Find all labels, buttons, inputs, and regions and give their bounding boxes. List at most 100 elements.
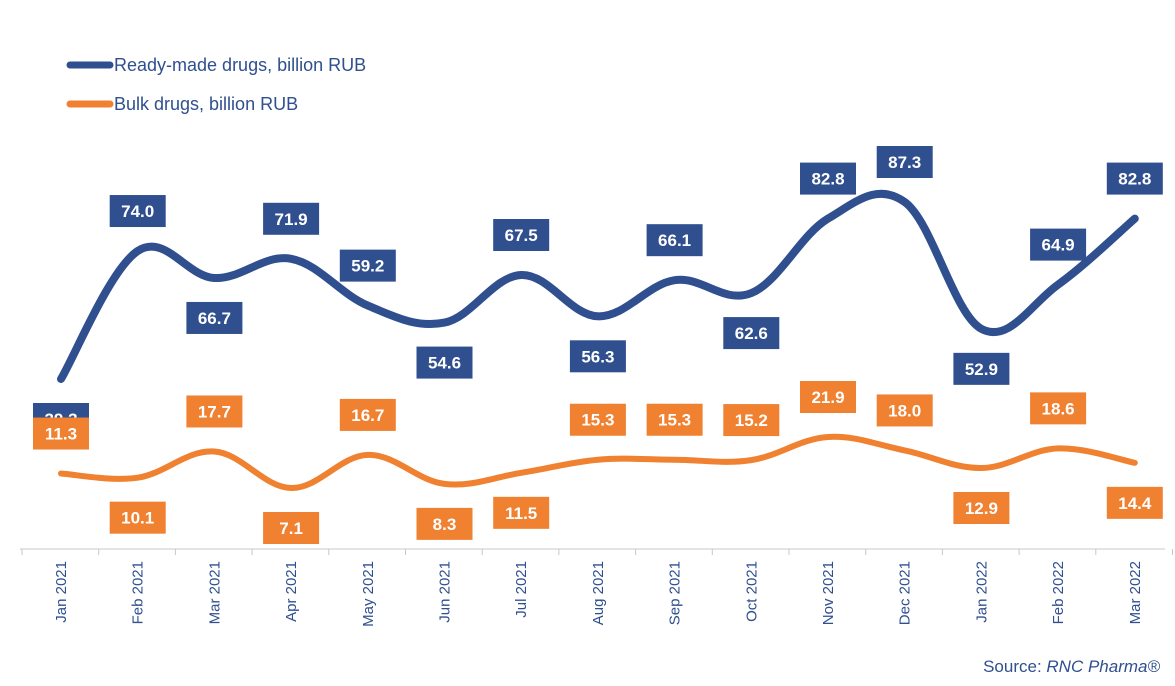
data-point xyxy=(444,483,445,485)
data-label-text: 11.3 xyxy=(45,425,77,444)
data-label-text: 82.8 xyxy=(1118,170,1151,189)
x-tick-label: Feb 2021 xyxy=(130,561,147,624)
data-point xyxy=(137,250,139,252)
data-label-box xyxy=(186,395,243,428)
data-label-text: 66.1 xyxy=(658,231,691,250)
data-label-box xyxy=(263,202,320,235)
data-point xyxy=(290,487,292,489)
x-tick-label: Nov 2021 xyxy=(820,561,837,625)
data-label-text: 17.7 xyxy=(198,402,231,421)
data-point xyxy=(520,274,522,276)
data-label-text: 21.9 xyxy=(811,388,844,407)
data-label: 10.1 xyxy=(109,501,166,534)
data-label-text: 11.5 xyxy=(505,504,537,523)
data-label-text: 18.6 xyxy=(1042,399,1075,418)
data-label-text: 10.1 xyxy=(121,509,154,528)
series-line-bulk xyxy=(58,433,1138,492)
data-label-text: 62.6 xyxy=(735,324,768,343)
data-point xyxy=(213,277,215,279)
data-label: 15.2 xyxy=(723,404,780,437)
legend-item-ready-made: Ready-made drugs, billion RUB xyxy=(66,55,366,75)
data-point xyxy=(597,459,599,461)
data-label-box xyxy=(876,146,933,178)
data-point xyxy=(674,459,676,461)
data-point xyxy=(1134,462,1136,464)
data-label-box xyxy=(339,249,396,282)
data-label: 18.0 xyxy=(876,394,933,427)
legend: Ready-made drugs, billion RUB Bulk drugs… xyxy=(66,55,366,114)
data-point xyxy=(827,218,829,220)
data-label-box xyxy=(723,317,780,350)
data-label-text: 12.9 xyxy=(965,499,998,518)
data-label-box xyxy=(646,403,703,436)
data-label: 8.3 xyxy=(416,507,473,540)
data-label-box xyxy=(1030,392,1087,425)
data-label-box xyxy=(339,398,396,431)
data-label: 82.8 xyxy=(800,162,856,195)
legend-label-ready-made: Ready-made drugs, billion RUB xyxy=(114,55,366,75)
data-label-box xyxy=(953,492,1010,525)
x-tick-label: Jun 2021 xyxy=(437,561,454,623)
data-label: 71.9 xyxy=(263,202,320,235)
source-prefix: Source: xyxy=(983,657,1046,676)
data-label: 66.7 xyxy=(186,301,243,334)
data-label: 7.1 xyxy=(263,512,320,544)
data-label: 74.0 xyxy=(109,195,166,228)
data-point xyxy=(213,450,215,452)
data-label-text: 54.6 xyxy=(428,354,461,373)
data-point xyxy=(827,436,829,438)
data-label-text: 59.2 xyxy=(351,257,384,276)
x-tick-label: Mar 2022 xyxy=(1127,561,1144,624)
data-label: 15.3 xyxy=(646,403,703,436)
series-layer xyxy=(57,189,1139,492)
data-labels: 39.374.066.771.959.254.667.556.366.162.6… xyxy=(33,146,1163,544)
data-point xyxy=(520,472,522,474)
data-label-text: 66.7 xyxy=(198,309,231,328)
data-label-text: 15.3 xyxy=(658,411,691,430)
data-point xyxy=(980,467,982,469)
data-point xyxy=(750,292,752,294)
data-label: 18.6 xyxy=(1030,392,1087,425)
data-label-box xyxy=(493,496,550,529)
data-point xyxy=(290,258,292,260)
data-label: 54.6 xyxy=(416,346,473,379)
data-label: 66.1 xyxy=(646,224,703,257)
x-axis-ticks: Jan 2021 Feb 2021 Mar 2021 Apr 2021 May 2021… xyxy=(21,549,1173,627)
data-label: 11.3 xyxy=(33,417,89,450)
data-label-box xyxy=(1106,486,1163,519)
source-name: RNC Pharma® xyxy=(1046,657,1160,676)
data-label-box xyxy=(953,352,1010,385)
x-tick-label: Apr 2021 xyxy=(283,561,300,622)
data-point xyxy=(597,315,599,317)
data-label: 87.3 xyxy=(876,146,933,178)
data-label-text: 56.3 xyxy=(581,347,614,366)
data-label: 14.4 xyxy=(1106,486,1163,519)
x-tick-label: May 2021 xyxy=(360,561,377,627)
data-label-box xyxy=(723,404,780,437)
data-point xyxy=(444,322,445,324)
data-label: 64.9 xyxy=(1030,228,1087,261)
data-label: 21.9 xyxy=(800,381,856,413)
data-label-text: 15.3 xyxy=(581,411,614,430)
data-label-box xyxy=(109,501,166,534)
data-label-box xyxy=(416,346,473,379)
data-point xyxy=(137,477,139,479)
data-label: 16.7 xyxy=(339,398,396,431)
x-tick-label: Oct 2021 xyxy=(743,561,760,622)
source-note: Source: RNC Pharma® xyxy=(983,657,1160,676)
data-label: 11.5 xyxy=(493,496,550,529)
data-label: 12.9 xyxy=(953,492,1010,525)
data-point xyxy=(750,459,752,461)
data-label-box xyxy=(876,394,933,427)
data-point xyxy=(674,279,676,281)
data-point xyxy=(980,328,982,330)
data-label-text: 18.0 xyxy=(888,401,921,420)
data-label-box xyxy=(263,512,320,544)
data-label-box xyxy=(569,340,626,373)
data-point xyxy=(60,378,62,380)
data-label: 62.6 xyxy=(723,317,780,350)
data-label-box xyxy=(109,195,166,228)
data-point xyxy=(367,305,369,307)
data-label-box xyxy=(1106,162,1163,195)
